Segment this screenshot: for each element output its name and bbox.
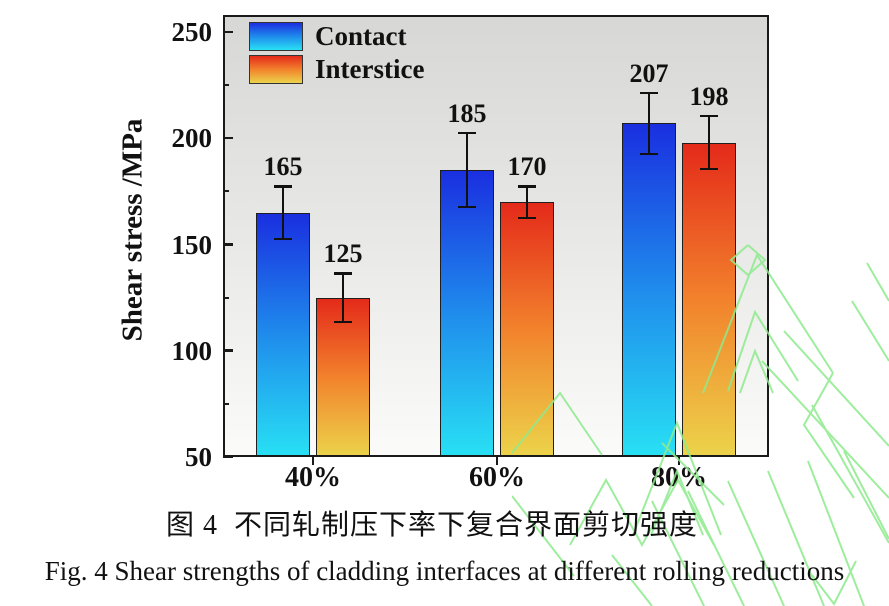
bar-interstice-60% (500, 202, 554, 457)
error-bar (458, 131, 476, 209)
bar-contact-40% (256, 212, 310, 457)
error-bar-cap-bottom (518, 216, 536, 219)
y-minor-tick (223, 402, 229, 405)
error-bar-cap-top (640, 91, 658, 94)
y-tick-label: 250 (171, 17, 213, 47)
y-minor-tick (223, 296, 229, 299)
x-tick-label: 60% (469, 462, 525, 493)
caption-english: Fig. 4 Shear strengths of cladding inter… (44, 556, 845, 586)
error-bar (640, 91, 658, 156)
legend-label-interstice: Interstice (315, 54, 425, 84)
error-bar (518, 185, 536, 219)
legend-label-contact: Contact (315, 21, 407, 51)
y-major-tick (223, 349, 233, 352)
error-bar (274, 185, 292, 241)
error-bar-line (647, 91, 651, 156)
error-bar-cap-top (518, 185, 536, 188)
y-major-tick (223, 30, 233, 33)
error-bar-line (281, 185, 285, 241)
error-bar-cap-bottom (640, 152, 658, 156)
y-tick-label: 100 (171, 335, 213, 366)
bar-value-label: 207 (629, 58, 669, 88)
bar-interstice-40% (316, 297, 370, 457)
error-bar-cap-bottom (700, 167, 718, 171)
y-tick-label: 50 (185, 442, 212, 472)
y-minor-tick (223, 84, 229, 87)
error-bar-line (525, 185, 529, 219)
error-bar-cap-bottom (458, 205, 476, 209)
bar-contact-80% (622, 123, 676, 457)
watermark-pattern (512, 244, 889, 606)
bar-value-label: 198 (689, 81, 729, 111)
caption-chinese: 图 4 不同轧制压下率下复合界面剪切强度 (165, 510, 698, 541)
error-bar-cap-top (458, 131, 476, 135)
error-bar (700, 114, 718, 171)
error-bar-cap-top (334, 272, 352, 275)
legend-item-interstice: Interstice (249, 54, 424, 85)
y-tick-label: 200 (171, 123, 213, 154)
x-tick (495, 457, 499, 465)
bar-value-label: 185 (447, 98, 487, 128)
y-major-tick (223, 455, 233, 458)
legend-swatch-contact-icon (249, 22, 303, 51)
error-bar-line (465, 131, 469, 209)
error-bar (334, 272, 352, 324)
bar-value-label: 165 (263, 152, 303, 181)
y-major-tick (223, 243, 233, 246)
bar-contact-60% (440, 170, 494, 457)
x-tick-label: 40% (285, 462, 341, 493)
error-bar-cap-top (274, 185, 292, 188)
legend: Contact Interstice (249, 21, 424, 87)
error-bar-line (707, 114, 711, 171)
x-tick (311, 457, 315, 465)
y-major-tick (223, 136, 233, 140)
legend-item-contact: Contact (249, 21, 424, 52)
bar-value-label: 170 (507, 152, 547, 181)
bar-value-label: 125 (323, 239, 363, 269)
bar-interstice-80% (682, 142, 736, 457)
error-bar-cap-top (700, 114, 718, 118)
error-bar-cap-bottom (274, 237, 292, 241)
y-tick-label: 150 (171, 229, 213, 260)
error-bar-cap-bottom (334, 320, 352, 324)
y-minor-tick (223, 190, 229, 193)
legend-swatch-interstice-icon (249, 55, 303, 84)
error-bar-line (341, 272, 345, 324)
plot-area: 165 185 207 125 170 198 Contact Interstice (223, 15, 769, 458)
